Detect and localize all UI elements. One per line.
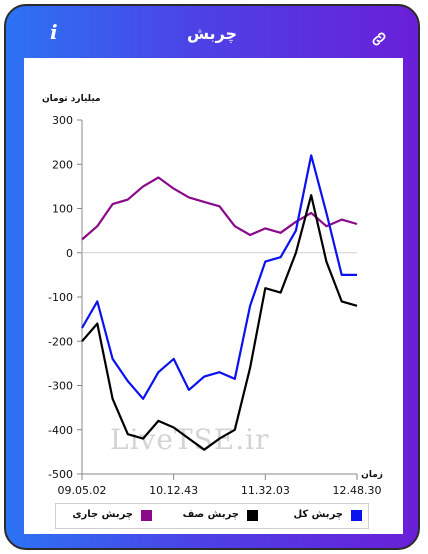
x-tick-label: 09.05.02 <box>58 484 107 497</box>
series-line-0 <box>81 154 357 400</box>
y-tick-label: -100 <box>48 291 73 304</box>
x-tick-label: 10.12.43 <box>149 484 198 497</box>
y-tick-label: -300 <box>48 380 73 393</box>
series-line-1 <box>81 194 358 451</box>
x-axis-label: زمان <box>361 470 383 480</box>
x-tick-label: 11.32.03 <box>241 484 290 497</box>
y-tick-label: 200 <box>52 158 73 171</box>
legend-label: چربش جاری <box>72 509 133 520</box>
series-line-2 <box>81 176 358 241</box>
info-icon[interactable]: i <box>50 20 58 44</box>
y-tick-label: 0 <box>66 247 73 260</box>
legend-swatch-queue <box>247 510 258 521</box>
link-icon[interactable] <box>370 30 388 48</box>
legend-item-queue[interactable]: چربش صف <box>178 509 258 523</box>
y-axis-unit-label: میلیارد تومان <box>42 94 101 104</box>
app-card: i چربش میلیارد تومان LiveTSE.ir 300 200 10… <box>4 4 420 550</box>
header-bar: i چربش <box>6 6 418 58</box>
chart-panel: میلیارد تومان LiveTSE.ir 300 200 100 0 -100-… <box>24 58 403 534</box>
line-chart: 300 200 100 0 -100 -200 -300 -400 -500 09.05.02 10… <box>48 114 383 497</box>
legend-label: چربش کل <box>293 509 343 520</box>
y-tick-label: -200 <box>48 335 73 348</box>
y-tick-label: -500 <box>48 468 73 481</box>
chart-legend: چربش کل چربش صف چربش جاری <box>55 503 369 529</box>
y-tick-label: -400 <box>48 424 73 437</box>
page-title: چربش <box>186 24 238 43</box>
y-tick-label: 300 <box>52 114 73 127</box>
legend-item-total[interactable]: چربش کل <box>282 509 362 523</box>
y-tick-label: 100 <box>52 203 73 216</box>
x-tick-label: 12.48.30 <box>333 484 382 497</box>
legend-label: چربش صف <box>182 509 239 520</box>
legend-swatch-current <box>141 510 152 521</box>
legend-swatch-total <box>351 510 362 521</box>
legend-item-current[interactable]: چربش جاری <box>72 509 152 523</box>
